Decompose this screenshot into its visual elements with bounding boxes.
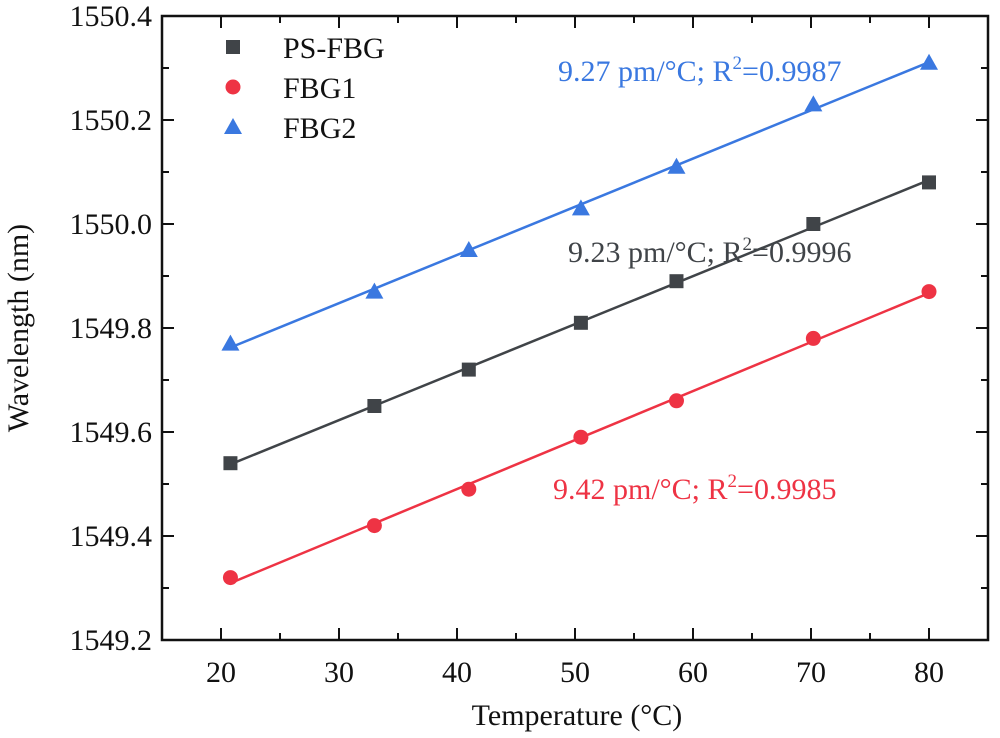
- x-tick-label: 30: [324, 656, 354, 689]
- y-axis-label: Wavelength (nm): [2, 224, 35, 432]
- fit-annotation-PS-FBG: 9.23 pm/°C; R2=0.9996: [568, 234, 851, 269]
- data-point-PS-FBG: [806, 217, 821, 231]
- data-point-PS-FBG: [223, 456, 238, 471]
- legend-marker-FBG1: [225, 79, 241, 95]
- data-point-PS-FBG: [461, 362, 476, 377]
- legend-marker-FBG2: [224, 118, 242, 134]
- data-point-FBG1: [921, 284, 937, 300]
- y-tick-label: 1550.4: [70, 0, 153, 33]
- x-tick-label: 40: [442, 656, 472, 689]
- data-point-FBG1: [366, 518, 382, 534]
- legend-marker-PS-FBG: [226, 40, 240, 54]
- data-point-PS-FBG: [367, 399, 382, 413]
- x-tick-label: 70: [796, 656, 826, 689]
- legend-label: FBG2: [283, 112, 356, 145]
- x-tick-label: 80: [914, 656, 944, 689]
- data-point-FBG1: [222, 570, 238, 586]
- legend-label: FBG1: [283, 72, 356, 105]
- y-tick-label: 1550.0: [70, 208, 153, 241]
- data-point-FBG2: [920, 53, 938, 70]
- x-axis-label: Temperature (°C): [472, 699, 683, 732]
- y-tick-label: 1549.2: [70, 624, 153, 657]
- data-point-FBG2: [571, 199, 590, 216]
- data-point-FBG1: [668, 393, 684, 409]
- fit-annotation-FBG2: 9.27 pm/°C; R2=0.9987: [558, 53, 841, 88]
- fit-annotation-FBG1: 9.42 pm/°C; R2=0.9985: [553, 471, 836, 506]
- data-point-FBG2: [365, 282, 384, 299]
- x-tick-label: 50: [560, 656, 590, 689]
- y-tick-label: 1549.4: [70, 520, 153, 553]
- legend-label: PS-FBG: [283, 32, 385, 65]
- data-point-FBG2: [221, 334, 240, 351]
- y-tick-label: 1550.2: [70, 104, 153, 137]
- data-point-PS-FBG: [922, 175, 936, 190]
- data-point-FBG1: [805, 330, 821, 346]
- data-point-FBG2: [667, 157, 686, 174]
- data-point-FBG2: [804, 95, 823, 112]
- y-tick-label: 1549.6: [70, 416, 153, 449]
- data-point-PS-FBG: [573, 315, 588, 330]
- data-point-FBG2: [459, 241, 478, 257]
- y-tick-label: 1549.8: [70, 312, 153, 345]
- data-point-PS-FBG: [669, 274, 684, 289]
- x-tick-label: 20: [206, 656, 236, 689]
- data-point-FBG1: [573, 429, 589, 445]
- x-tick-label: 60: [678, 656, 708, 689]
- data-point-FBG1: [461, 481, 477, 497]
